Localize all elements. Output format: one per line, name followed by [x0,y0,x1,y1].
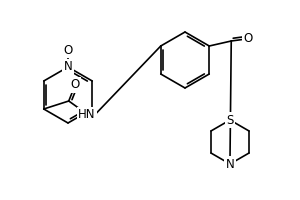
Text: O: O [244,31,253,45]
Text: N: N [64,60,72,73]
Text: S: S [226,114,234,127]
Text: O: O [70,78,80,92]
Text: O: O [63,44,73,56]
Text: N: N [226,158,234,170]
Text: HN: HN [78,108,95,121]
